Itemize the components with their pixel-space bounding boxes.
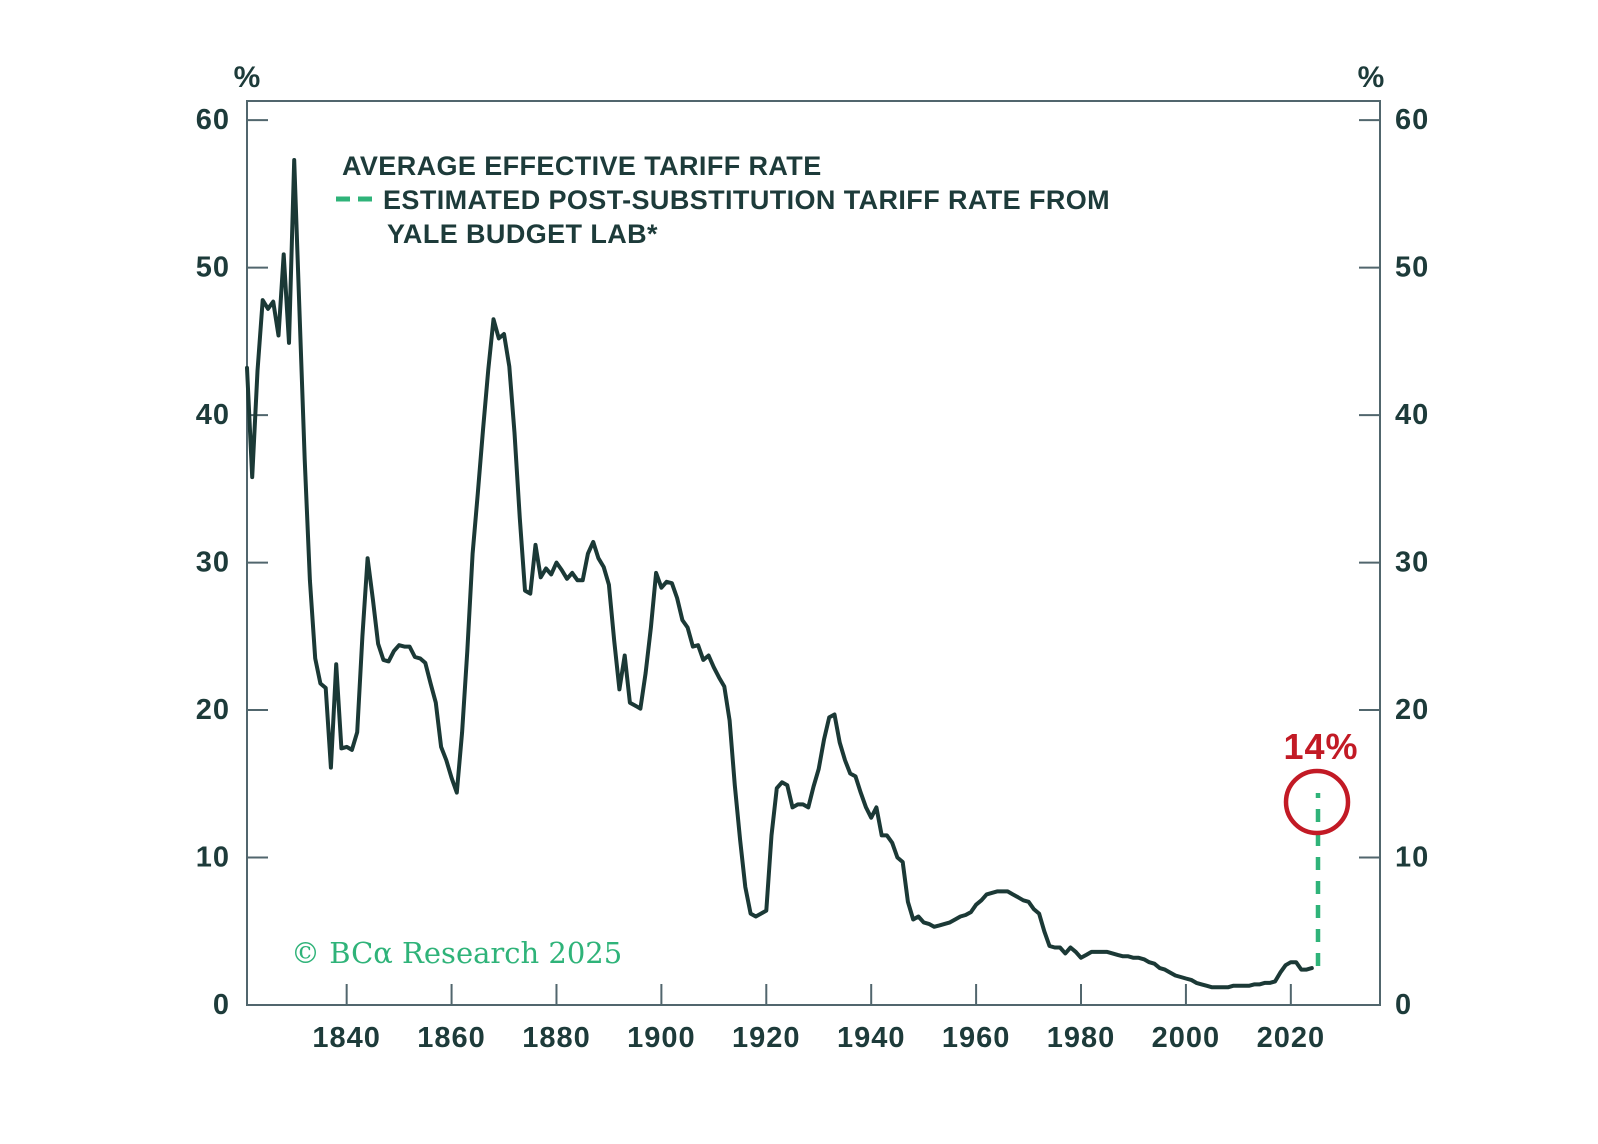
annotation-label: 14% bbox=[1283, 726, 1358, 767]
y-tick-label: 30 bbox=[196, 547, 230, 579]
x-tick-label: 1920 bbox=[732, 1022, 801, 1054]
y-tick-label: 60 bbox=[196, 104, 230, 136]
x-tick-label: 1960 bbox=[942, 1022, 1011, 1054]
y-axis-ticks-right: 0 10 20 30 40 50 60 bbox=[1359, 104, 1429, 1021]
x-tick-label: 1880 bbox=[522, 1022, 591, 1054]
y-tick-label: 60 bbox=[1395, 104, 1429, 136]
y-tick-label: 30 bbox=[1395, 547, 1429, 579]
y-tick-label: 0 bbox=[213, 989, 230, 1021]
tariff-rate-line bbox=[245, 158, 1314, 990]
y-tick-label: 50 bbox=[196, 252, 230, 284]
y-tick-label: 0 bbox=[1395, 989, 1412, 1021]
x-tick-label: 1940 bbox=[837, 1022, 906, 1054]
x-tick-label: 2000 bbox=[1152, 1022, 1221, 1054]
y-tick-label: 40 bbox=[1395, 399, 1429, 431]
y-axis-ticks-left: 0 10 20 30 40 50 60 bbox=[196, 104, 268, 1021]
y-axis-unit-right: % bbox=[1358, 61, 1385, 94]
y-axis-unit-left: % bbox=[234, 61, 261, 94]
y-tick-label: 50 bbox=[1395, 252, 1429, 284]
x-axis-ticks: 1840 1860 1880 1900 1920 1940 1960 1980 2000 2020 bbox=[312, 984, 1326, 1054]
x-tick-label: 1900 bbox=[627, 1022, 696, 1054]
x-tick-label: 1860 bbox=[417, 1022, 486, 1054]
x-tick-label: 2020 bbox=[1257, 1022, 1326, 1054]
legend-series2-label-line2: YALE BUDGET LAB* bbox=[387, 219, 658, 249]
credit-text: © BCα Research 2025 bbox=[291, 936, 622, 970]
y-tick-label: 40 bbox=[196, 399, 230, 431]
y-tick-label: 20 bbox=[1395, 694, 1429, 726]
y-tick-label: 20 bbox=[196, 694, 230, 726]
average-effective-tariff-rate-path bbox=[245, 158, 1314, 990]
annotation-circle bbox=[1283, 768, 1351, 836]
x-tick-label: 1980 bbox=[1047, 1022, 1116, 1054]
y-tick-label: 10 bbox=[1395, 842, 1429, 874]
y-tick-label: 10 bbox=[196, 842, 230, 874]
x-tick-label: 1840 bbox=[312, 1022, 381, 1054]
legend-series1-label: AVERAGE EFFECTIVE TARIFF RATE bbox=[342, 151, 822, 181]
legend-series2-label-line1: ESTIMATED POST-SUBSTITUTION TARIFF RATE … bbox=[383, 185, 1110, 215]
plot-border bbox=[246, 100, 1381, 1006]
